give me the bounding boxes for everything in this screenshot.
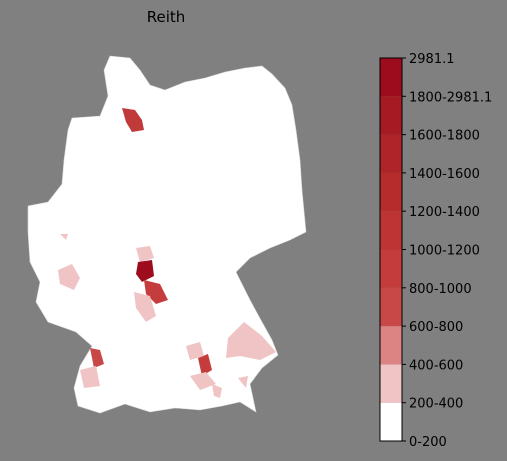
colorbar-label: 1600-1800 (409, 129, 480, 144)
colorbar-segment (380, 172, 402, 212)
colorbar-label: 600-800 (409, 320, 463, 335)
region-west (58, 264, 80, 290)
colorbar-label: 1200-1400 (409, 205, 480, 220)
colorbar-label: 800-1000 (409, 282, 472, 297)
colorbar-segment (380, 211, 402, 250)
country-outline (27, 55, 307, 414)
region-main (134, 292, 156, 322)
colorbar-segment (380, 287, 402, 327)
colorbar-segment (380, 96, 402, 135)
colorbar-label: 200-400 (409, 397, 463, 412)
germany-map (27, 55, 307, 414)
colorbar-label: 400-600 (409, 358, 463, 373)
colorbar-label: 1800-2981.1 (409, 90, 492, 105)
region-hamburg (122, 108, 144, 132)
map-title: Reith (147, 8, 186, 26)
region-freiburg (90, 348, 104, 368)
colorbar-segment (380, 364, 402, 403)
region-south-west (80, 366, 100, 388)
region-fulda (136, 260, 154, 282)
region-bavaria (186, 322, 276, 398)
colorbar-segment (380, 402, 402, 441)
region-hessen-north (136, 246, 154, 262)
colorbar-label: 1000-1200 (409, 244, 480, 259)
colorbar: 0-200 200-400 400-600 600-800 800-1000 1000-1… (379, 52, 492, 450)
region-small (60, 234, 68, 240)
colorbar-segment (380, 249, 402, 288)
colorbar-segment (380, 58, 402, 97)
colorbar-label: 0-200 (409, 435, 447, 450)
colorbar-label: 2981.1 (409, 52, 455, 67)
colorbar-segment (380, 134, 402, 173)
colorbar-segment (380, 326, 402, 365)
region-munich (198, 354, 212, 376)
colorbar-label: 1400-1600 (409, 167, 480, 182)
